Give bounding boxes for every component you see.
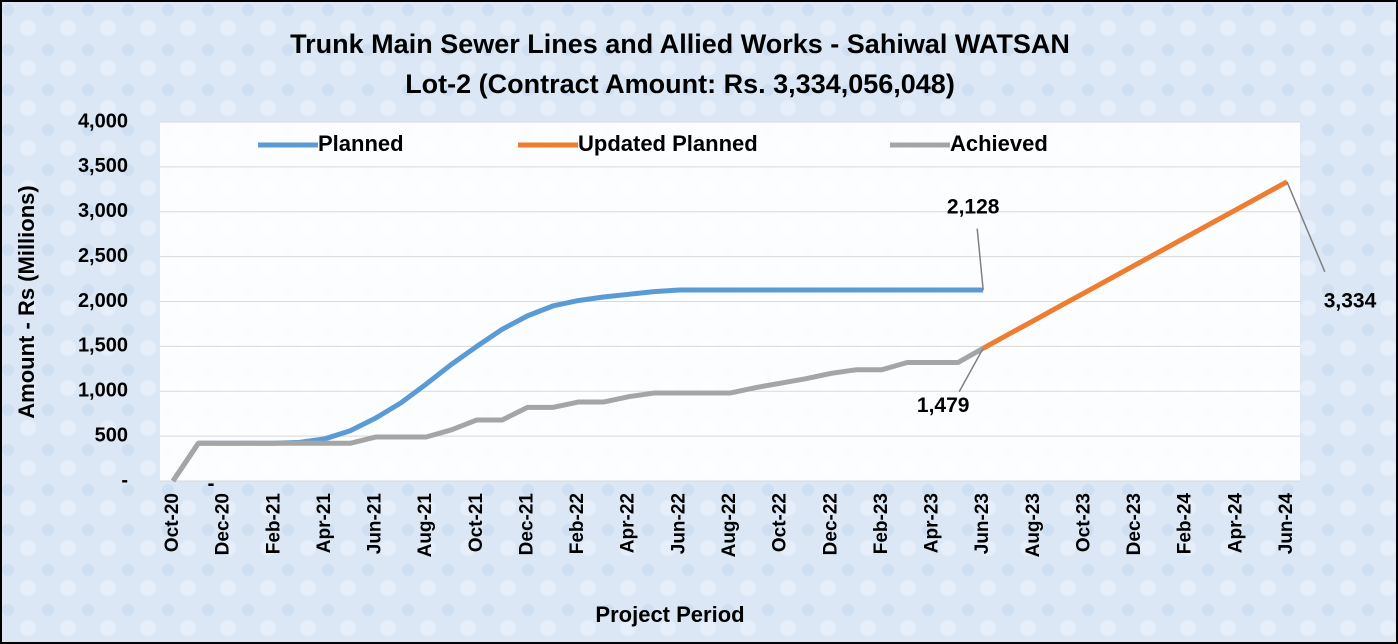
x-tick-label: Jun-24 (1276, 493, 1297, 555)
legend-label: Achieved (950, 131, 1048, 156)
y-tick-label: 3,000 (78, 200, 128, 222)
line-1 (981, 179, 1289, 351)
y-tick-label: 1,000 (78, 380, 128, 402)
data-label: 3,334 (1324, 289, 1377, 312)
x-tick-label: Apr-24 (1225, 493, 1246, 554)
x-tick-label: Dec-21 (516, 493, 537, 556)
line-2 (170, 346, 985, 483)
y-tick-label: 2,000 (78, 290, 128, 312)
x-tick-label: Dec-23 (1124, 493, 1145, 555)
x-axis-label: Project Period (595, 602, 744, 627)
x-tick-label: Dec-20 (213, 493, 234, 555)
x-tick-label: Aug-23 (1023, 493, 1044, 557)
x-tick-label: Jun-22 (668, 493, 689, 554)
x-tick-label: Feb-21 (263, 493, 284, 555)
x-tick-label: Apr-21 (314, 493, 335, 554)
y-tick-label: 3,500 (78, 155, 128, 177)
y-tick-label: 500 (95, 424, 128, 446)
x-tick-label: Oct-21 (466, 493, 487, 553)
x-tick-label: Oct-22 (770, 493, 791, 552)
data-label: 1,479 (917, 394, 970, 417)
data-label: - (208, 473, 215, 496)
x-tick-label: Feb-23 (871, 493, 892, 554)
y-axis-label: Amount - Rs (Millions) (14, 185, 39, 418)
x-tick-label: Jun-23 (972, 493, 993, 554)
x-tick-label: Aug-22 (719, 493, 740, 557)
legend-label: Planned (318, 131, 404, 156)
leader-line (976, 228, 984, 291)
chart-subtitle: Lot-2 (Contract Amount: Rs. 3,334,056,04… (405, 69, 955, 99)
x-tick-label: Oct-23 (1073, 493, 1094, 552)
y-tick-label: 1,500 (78, 335, 128, 357)
data-label: 2,128 (947, 196, 1000, 219)
leader-line (1286, 181, 1326, 273)
x-tick-label: Feb-24 (1175, 493, 1196, 555)
x-tick-label: Dec-22 (820, 493, 841, 555)
x-tick-label: Apr-22 (618, 493, 639, 553)
x-tick-label: Jun-21 (365, 493, 386, 555)
x-tick-label: Aug-21 (415, 493, 436, 558)
x-tick-label: Feb-22 (567, 493, 588, 554)
x-tick-label: Apr-23 (922, 493, 943, 553)
x-tick-label: Oct-20 (162, 493, 183, 552)
y-tick-label: 4,000 (78, 110, 128, 132)
y-tick-label: - (121, 469, 128, 491)
y-tick-label: 2,500 (78, 245, 128, 267)
legend-label: Updated Planned (578, 131, 758, 156)
chart-title: Trunk Main Sewer Lines and Allied Works … (290, 29, 1070, 59)
leader-line (958, 347, 984, 393)
